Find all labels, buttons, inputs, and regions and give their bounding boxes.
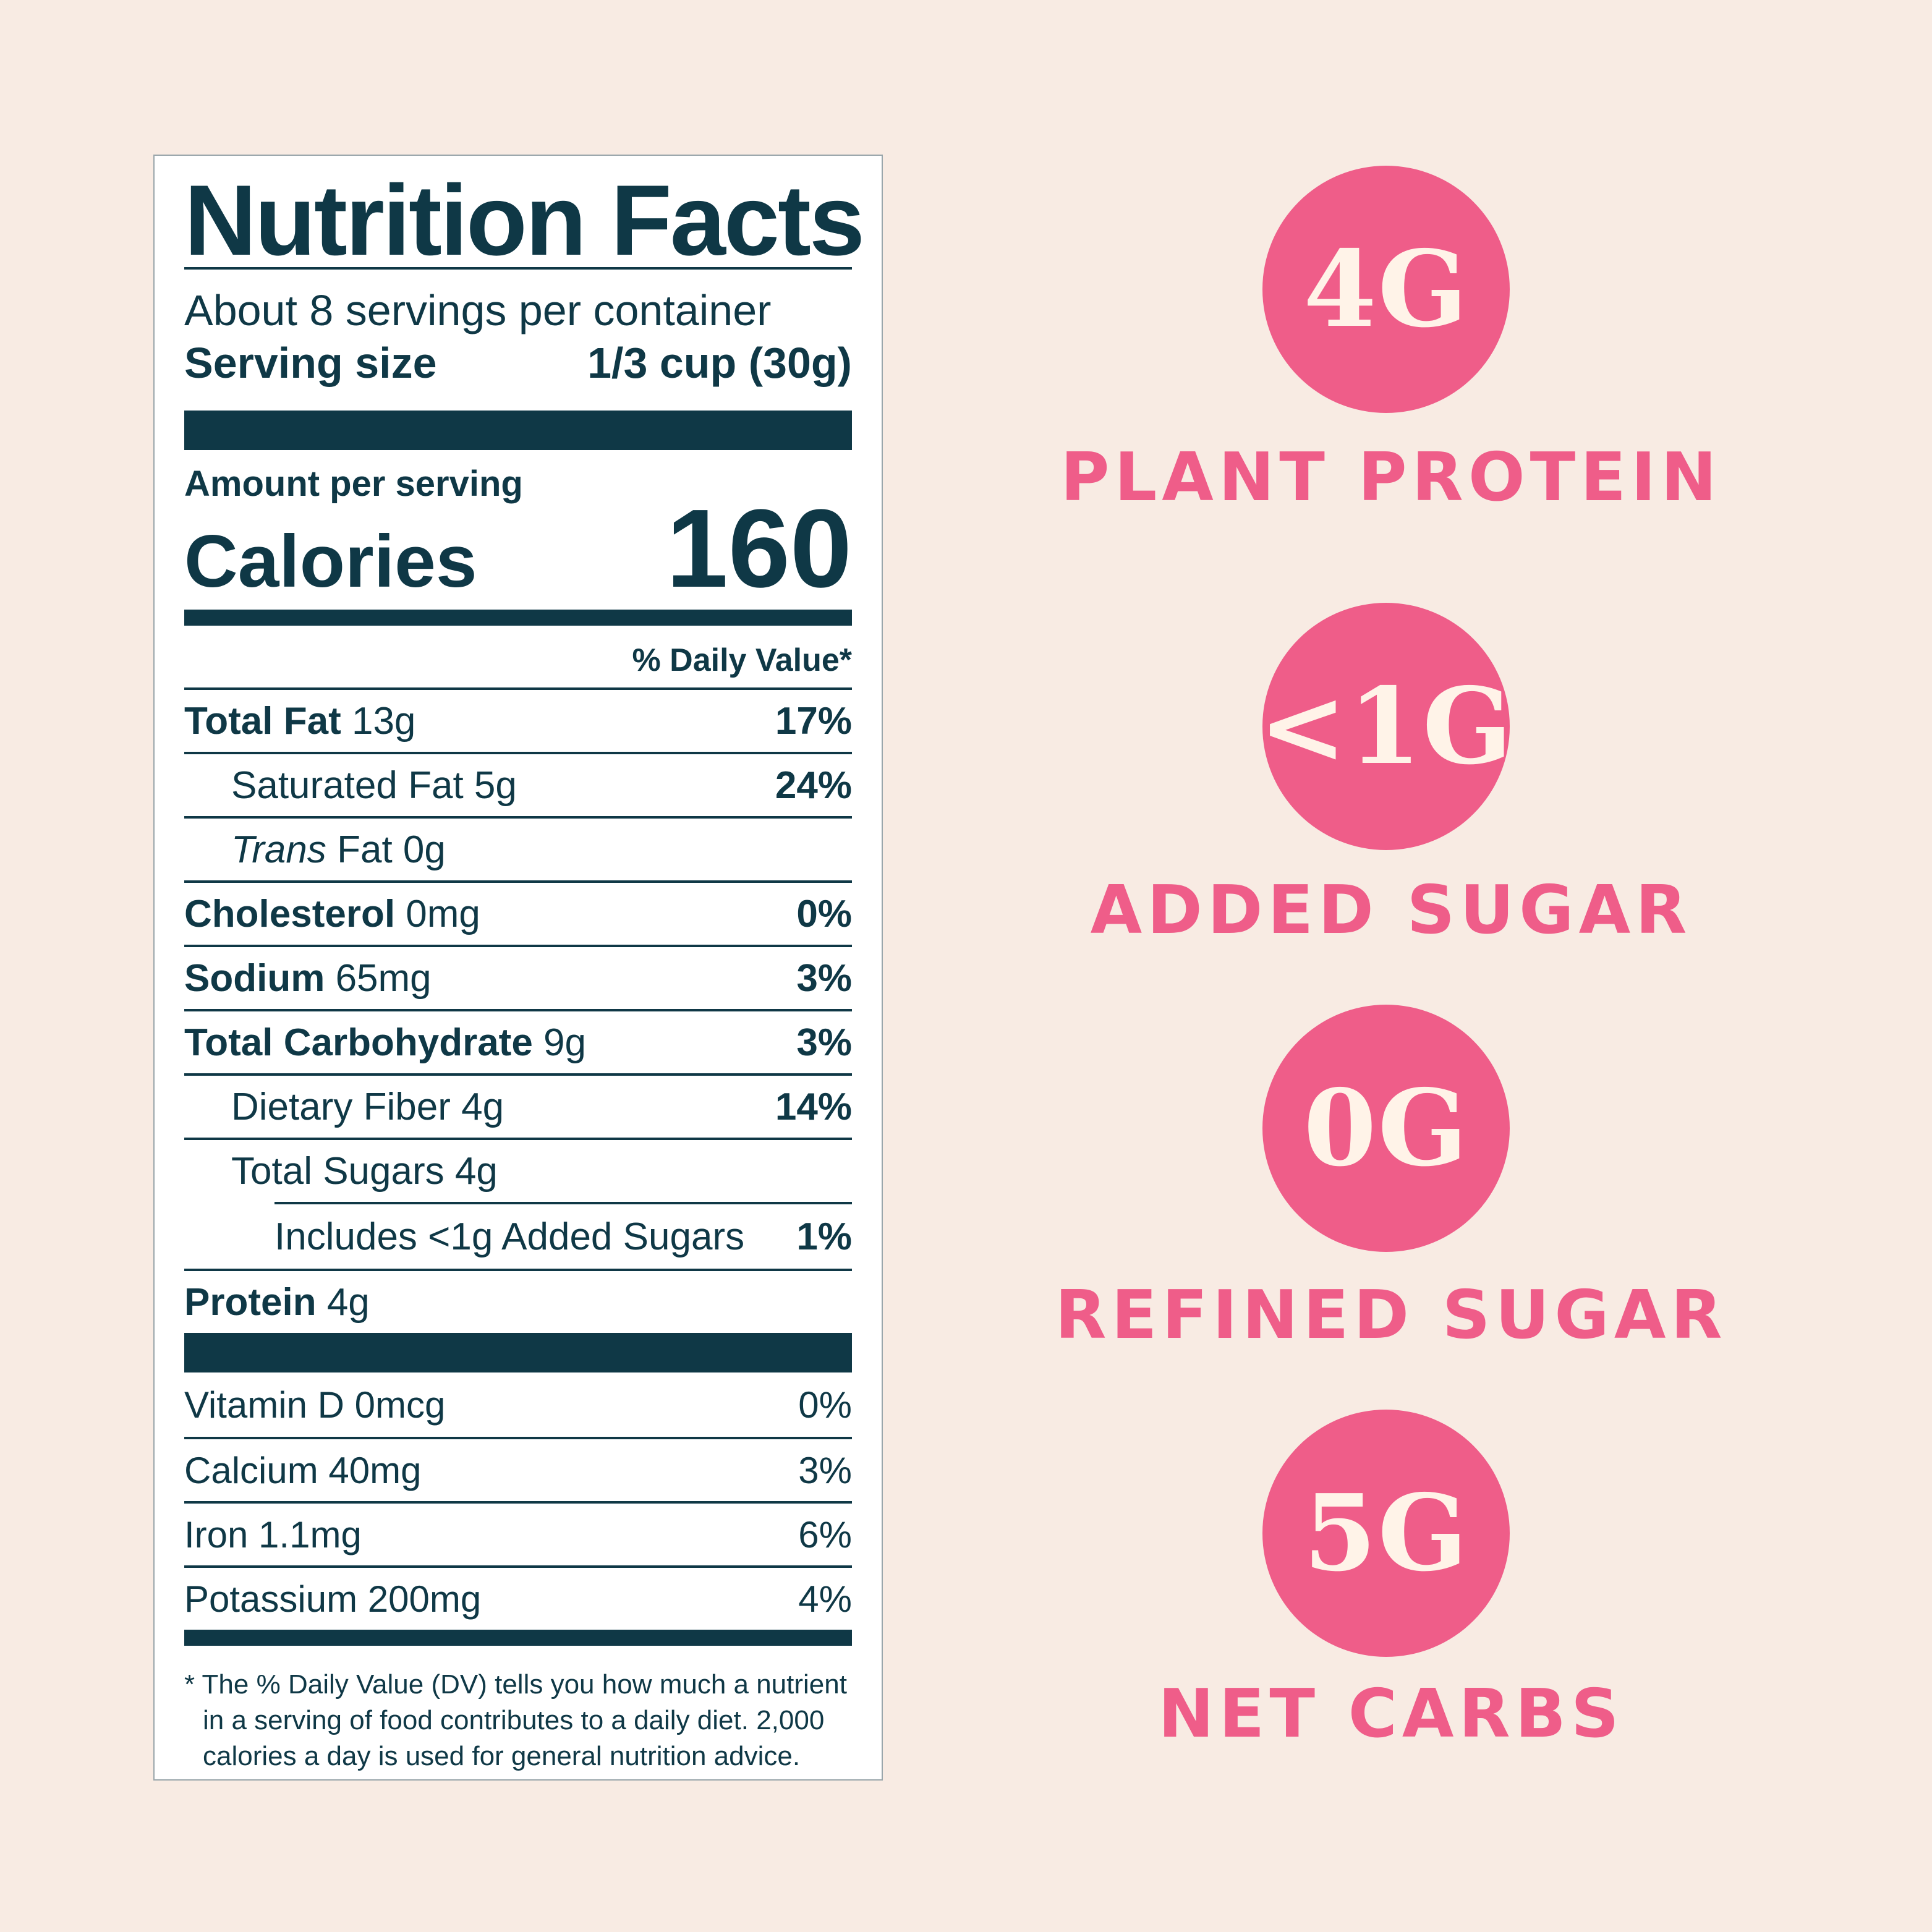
- nutrient-name: Dietary Fiber 4g: [231, 1085, 504, 1128]
- nutrient-name: Protein: [184, 1280, 317, 1324]
- nutrient-dv: 3%: [796, 956, 852, 1000]
- badge-net-carbs: 5G: [1262, 1410, 1510, 1657]
- nutrient-dv: 24%: [775, 764, 852, 807]
- nutrient-name: Sodium: [184, 956, 325, 1000]
- nutrient-row-cholesterol: Cholesterol 0mg 0%: [184, 880, 852, 945]
- serving-size: Serving size 1/3 cup (30g): [184, 336, 852, 389]
- badge-caption: PLANT PROTEIN: [1060, 439, 1722, 516]
- nutrient-dv: 3%: [796, 1021, 852, 1064]
- vitamin-dv: 4%: [798, 1578, 852, 1620]
- nutrient-amount: 0mg: [406, 892, 480, 935]
- nutrient-row-dietary-fiber: Dietary Fiber 4g 14%: [184, 1073, 852, 1138]
- vitamin-name: Potassium 200mg: [184, 1578, 482, 1620]
- vitamin-row: Iron 1.1mg 6%: [184, 1501, 852, 1565]
- badge-value: 4G: [1303, 228, 1469, 351]
- divider-medium: [184, 1630, 852, 1646]
- nutrient-row-protein: Protein 4g: [184, 1269, 852, 1333]
- vitamin-name: Iron 1.1mg: [184, 1513, 362, 1555]
- divider-thick: [184, 1333, 852, 1372]
- badge-caption: NET CARBS: [1158, 1675, 1624, 1753]
- nutrient-dv: 1%: [796, 1215, 852, 1258]
- nutrition-facts-label: Nutrition Facts About 8 servings per con…: [153, 155, 883, 1781]
- footnote: * The % Daily Value (DV) tells you how m…: [184, 1669, 847, 1771]
- serving-size-label: Serving size: [184, 339, 437, 387]
- nutrient-row-sodium: Sodium 65mg 3%: [184, 945, 852, 1009]
- daily-value-header: % Daily Value*: [632, 642, 852, 678]
- badge-plant-protein: 4G: [1262, 166, 1510, 413]
- divider: [184, 267, 852, 270]
- nutrient-name: Fat 0g: [337, 828, 446, 871]
- serving-size-value: 1/3 cup (30g): [587, 339, 852, 387]
- vitamin-dv: 6%: [798, 1513, 852, 1555]
- nutrient-amount: 4g: [326, 1280, 370, 1324]
- nutrient-row-saturated-fat: Saturated Fat 5g 24%: [184, 752, 852, 816]
- divider-thick: [184, 411, 852, 450]
- badge-caption: ADDED SUGAR: [1090, 872, 1692, 949]
- vitamin-dv: 0%: [798, 1384, 852, 1426]
- nutrient-name-italic: Trans: [231, 828, 326, 871]
- nutrient-dv: 0%: [796, 892, 852, 935]
- nutrient-dv: 14%: [775, 1085, 852, 1128]
- vitamin-name: Calcium 40mg: [184, 1449, 422, 1491]
- nutrient-name: Total Sugars 4g: [231, 1149, 498, 1193]
- nutrient-name: Total Fat: [184, 699, 341, 743]
- nutrient-name: Total Carbohydrate: [184, 1021, 533, 1064]
- badge-caption: REFINED SUGAR: [1055, 1277, 1727, 1354]
- nutrient-name: Includes <1g Added Sugars: [274, 1215, 745, 1258]
- badge-value: 5G: [1303, 1471, 1469, 1595]
- nutrient-row-total-fat: Total Fat 13g 17%: [184, 687, 852, 752]
- calories-row: Calories 160: [184, 487, 852, 611]
- amount-per-serving: Amount per serving: [184, 464, 523, 504]
- nutrient-name: Saturated Fat 5g: [231, 764, 517, 807]
- nutrient-row-trans-fat: Trans Fat 0g: [184, 816, 852, 880]
- calories-value: 160: [666, 487, 852, 611]
- nutrient-amount: 9g: [543, 1021, 587, 1064]
- nutrient-name: Cholesterol: [184, 892, 396, 935]
- nutrient-dv: 17%: [775, 699, 852, 743]
- vitamin-row: Calcium 40mg 3%: [184, 1437, 852, 1501]
- nutrient-row-total-sugars: Total Sugars 4g: [184, 1138, 852, 1202]
- vitamin-dv: 3%: [798, 1449, 852, 1491]
- vitamin-row: Potassium 200mg 4%: [184, 1565, 852, 1630]
- badge-refined-sugar: 0G: [1262, 1005, 1510, 1252]
- servings-per-container: About 8 servings per container: [184, 286, 772, 334]
- vitamin-name: Vitamin D 0mcg: [184, 1384, 446, 1426]
- nutrient-row-added-sugars: Includes <1g Added Sugars 1%: [274, 1204, 852, 1269]
- added-sugars-wrap: Includes <1g Added Sugars 1%: [274, 1202, 852, 1269]
- label-title: Nutrition Facts: [184, 164, 865, 276]
- nutrient-amount: 65mg: [335, 956, 432, 1000]
- nutrient-amount: 13g: [351, 699, 416, 743]
- badge-added-sugar: <1G: [1259, 603, 1513, 850]
- divider-medium: [184, 610, 852, 626]
- vitamin-row: Vitamin D 0mcg 0%: [184, 1372, 852, 1437]
- badge-value: <1G: [1259, 665, 1513, 788]
- nutrient-row-total-carbohydrate: Total Carbohydrate 9g 3%: [184, 1009, 852, 1073]
- badge-value: 0G: [1303, 1066, 1469, 1190]
- calories-label: Calories: [184, 520, 477, 603]
